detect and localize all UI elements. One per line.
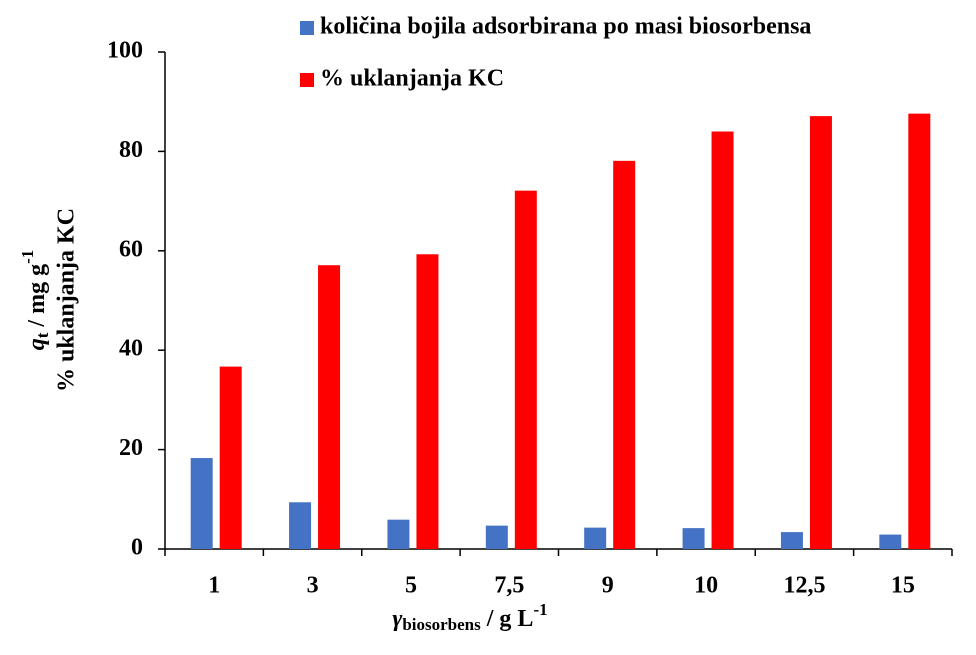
y-tick-label: 20 (119, 435, 143, 461)
x-tick-label: 1 (208, 573, 220, 599)
y-tick-label: 0 (131, 535, 143, 561)
x-tick-label: 9 (602, 573, 614, 599)
x-label-superscript: -1 (533, 600, 547, 619)
y-label-superscript: -1 (18, 250, 37, 264)
bar (809, 116, 832, 549)
bar (514, 190, 537, 549)
y-axis-label: qt / mg g-1 % uklanjanja KC (18, 208, 80, 392)
bar (190, 458, 213, 549)
x-tick-label: 15 (891, 573, 915, 599)
y-tick-label: 80 (119, 137, 143, 163)
legend-label: količina bojila adsorbirana po masi bios… (320, 14, 811, 40)
y-tick-label: 60 (119, 236, 143, 262)
x-tick-label: 12,5 (783, 573, 825, 599)
bar (219, 366, 242, 549)
bar (879, 534, 902, 549)
x-label-symbol: γ (392, 606, 402, 632)
bar (908, 113, 931, 550)
x-label-unit: / g L (481, 606, 534, 632)
x-tick-label: 3 (307, 573, 319, 599)
bar (711, 131, 734, 549)
y-label-line1: qt / mg g-1 (18, 250, 52, 351)
y-tick-label: 100 (107, 38, 143, 64)
y-label-unit: / mg g (24, 264, 50, 333)
legend-label: % uklanjanja KC (320, 66, 504, 92)
bar (780, 532, 803, 549)
y-label-line2: % uklanjanja KC (54, 208, 80, 392)
x-tick-label: 7,5 (494, 573, 524, 599)
x-tick-label: 5 (405, 573, 417, 599)
y-label-symbol: q (24, 338, 50, 350)
bar (682, 528, 705, 549)
legend-swatch (300, 21, 314, 35)
x-axis-label: γbiosorbens / g L-1 (392, 600, 547, 634)
bar (584, 527, 607, 549)
bar (387, 519, 410, 549)
bar (485, 525, 508, 549)
legend-swatch (300, 73, 314, 87)
bar (613, 160, 636, 549)
x-label-subscript: biosorbens (402, 615, 481, 634)
bar (416, 254, 439, 550)
x-tick-label: 10 (694, 573, 718, 599)
y-tick-label: 40 (119, 336, 143, 362)
y-label-subscript: t (33, 332, 52, 338)
bar (289, 502, 312, 549)
bar (318, 265, 341, 549)
